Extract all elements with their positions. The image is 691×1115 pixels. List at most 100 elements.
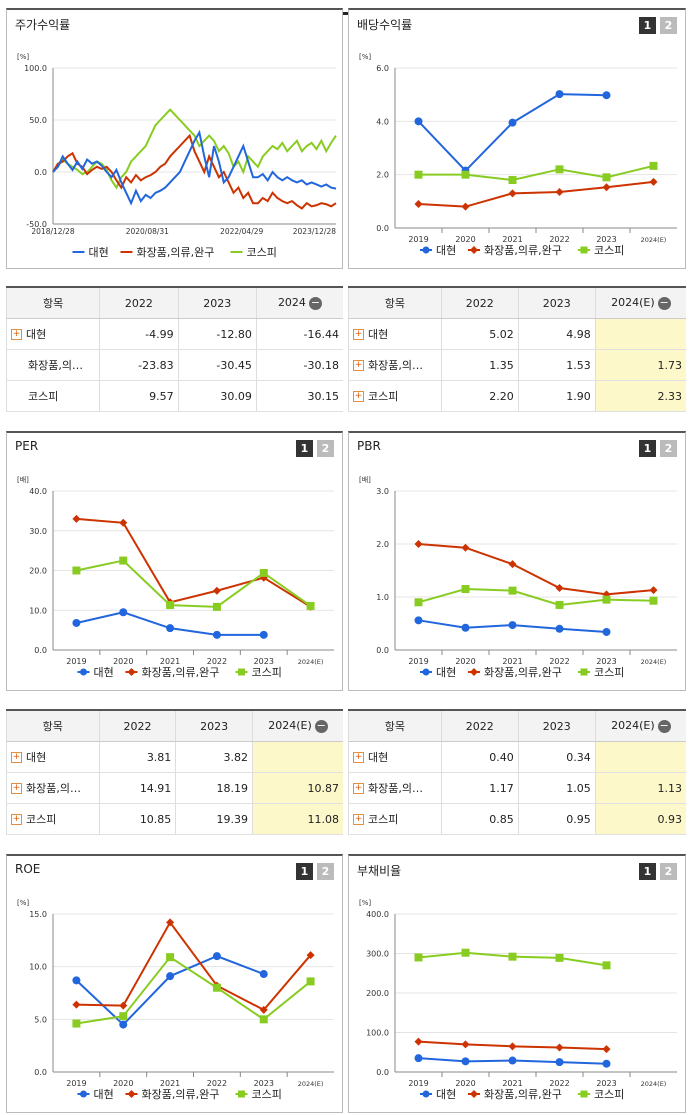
- legend-item[interactable]: 화장품,의류,완구: [125, 666, 220, 679]
- col-header: 2023: [175, 709, 253, 742]
- data-point: [461, 623, 470, 632]
- collapse-icon[interactable]: −: [657, 718, 671, 733]
- collapse-icon[interactable]: −: [308, 295, 322, 310]
- data-point: [259, 568, 268, 577]
- expand-icon[interactable]: +: [353, 782, 364, 794]
- y-tick-label: 0.0: [376, 1068, 389, 1077]
- view-1-button[interactable]: 1: [639, 440, 656, 457]
- x-tick-label: 2018/12/28: [31, 227, 74, 236]
- data-point: [166, 624, 175, 633]
- view-2-button[interactable]: 2: [660, 17, 677, 34]
- legend-item[interactable]: 코스피: [578, 1088, 624, 1101]
- x-tick-label: 2022: [549, 1079, 569, 1088]
- cell: 30.09: [177, 380, 257, 412]
- cell: 9.57: [99, 380, 179, 412]
- view-2-button[interactable]: 2: [317, 863, 334, 880]
- collapse-icon[interactable]: −: [314, 718, 328, 733]
- row-label: 화장품,의…: [26, 782, 81, 795]
- cell: 2.20: [440, 380, 519, 412]
- y-tick-label: 40.0: [29, 487, 47, 496]
- expand-icon[interactable]: +: [353, 390, 364, 402]
- expand-icon[interactable]: +: [11, 813, 22, 825]
- data-point: [414, 200, 423, 208]
- view-2-button[interactable]: 2: [317, 440, 334, 457]
- legend-marker: [470, 1090, 478, 1098]
- legend-item[interactable]: 대현: [72, 246, 109, 259]
- data-point: [602, 1059, 611, 1068]
- view-1-button[interactable]: 1: [639, 863, 656, 880]
- data-point: [461, 170, 470, 179]
- legend-item[interactable]: 화장품,의류,완구: [120, 246, 215, 259]
- y-tick-label: 0.0: [376, 224, 389, 233]
- y-tick-label: 100.0: [24, 64, 47, 73]
- y-tick-label: 30.0: [29, 527, 47, 536]
- col-header: 2024(E) −: [594, 286, 686, 319]
- cell: 1.73: [594, 349, 686, 381]
- cell: -30.18: [255, 349, 343, 381]
- legend-label: 화장품,의류,완구: [484, 666, 562, 679]
- legend-label: 코스피: [252, 666, 282, 679]
- legend-item[interactable]: 코스피: [230, 246, 277, 259]
- view-1-button[interactable]: 1: [296, 440, 313, 457]
- expand-icon[interactable]: +: [353, 751, 364, 763]
- data-point: [649, 177, 658, 186]
- view-1-button[interactable]: 1: [639, 17, 656, 34]
- legend-item[interactable]: 대현: [77, 666, 114, 679]
- data-point: [602, 173, 611, 182]
- legend-item[interactable]: 화장품,의류,완구: [468, 244, 562, 257]
- legend-item[interactable]: 대현: [420, 244, 456, 257]
- data-point: [212, 952, 221, 961]
- view-1-button[interactable]: 1: [296, 863, 313, 880]
- legend-marker: [422, 668, 430, 676]
- legend-item[interactable]: 대현: [420, 666, 456, 679]
- expand-icon[interactable]: +: [353, 359, 364, 371]
- collapse-icon[interactable]: −: [657, 295, 671, 310]
- data-point: [508, 560, 517, 569]
- data-point: [602, 595, 611, 604]
- y-tick-label: 3.0: [376, 487, 389, 496]
- data-point: [461, 948, 470, 957]
- x-tick-label: 2020: [455, 1079, 475, 1088]
- legend-item[interactable]: 대현: [77, 1088, 114, 1101]
- view-2-button[interactable]: 2: [660, 863, 677, 880]
- row-label: 대현: [368, 751, 389, 764]
- table-row: + 화장품,의… 1.35 1.53 1.73: [348, 349, 686, 381]
- legend-item[interactable]: 화장품,의류,완구: [468, 666, 562, 679]
- x-tick-label: 2023: [596, 235, 616, 244]
- pbr-table: 항목 2022 2023 2024(E) − + 대현 0.40 0.34 + 화장품…: [348, 709, 686, 835]
- cell: [252, 741, 343, 773]
- x-tick-label: 2023: [254, 1079, 274, 1088]
- expand-icon[interactable]: +: [11, 328, 22, 340]
- cell: 14.91: [98, 772, 176, 804]
- legend-item[interactable]: 코스피: [235, 1088, 282, 1101]
- view-2-button[interactable]: 2: [660, 440, 677, 457]
- data-point: [508, 1056, 517, 1065]
- legend-item[interactable]: 화장품,의류,완구: [468, 1088, 562, 1101]
- x-tick-label: 2022/04/29: [220, 227, 263, 236]
- expand-icon[interactable]: +: [11, 782, 22, 794]
- legend-item[interactable]: 대현: [420, 1088, 456, 1101]
- legend-item[interactable]: 코스피: [235, 666, 282, 679]
- table-row: + 대현 3.81 3.82: [6, 741, 343, 773]
- x-tick-label: 2019: [408, 657, 428, 666]
- table-row: 코스피 9.57 30.09 30.15: [5, 380, 343, 412]
- data-point: [508, 176, 517, 184]
- data-point: [555, 1058, 564, 1067]
- x-tick-label: 2021: [160, 657, 180, 666]
- legend-item[interactable]: 코스피: [578, 244, 624, 257]
- y-tick-label: 50.0: [29, 116, 47, 125]
- data-point: [461, 1040, 470, 1049]
- series-line: [417, 93, 607, 173]
- y-tick-label: 200.0: [366, 989, 389, 998]
- expand-icon[interactable]: +: [353, 813, 364, 825]
- debt-ratio-panel: 부채비율 1 2 [%] 400.0 300.0 200.0 100.0 0.0 2019 2…: [348, 854, 686, 1113]
- x-tick-label: 2020: [455, 657, 475, 666]
- legend-item[interactable]: 화장품,의류,완구: [125, 1088, 220, 1101]
- expand-icon[interactable]: +: [11, 751, 22, 763]
- legend-item[interactable]: 코스피: [578, 666, 624, 679]
- unit-label: [%]: [359, 53, 371, 61]
- y-tick-label: 6.0: [376, 64, 389, 73]
- legend-label: 코스피: [594, 244, 624, 257]
- expand-icon[interactable]: +: [353, 328, 364, 340]
